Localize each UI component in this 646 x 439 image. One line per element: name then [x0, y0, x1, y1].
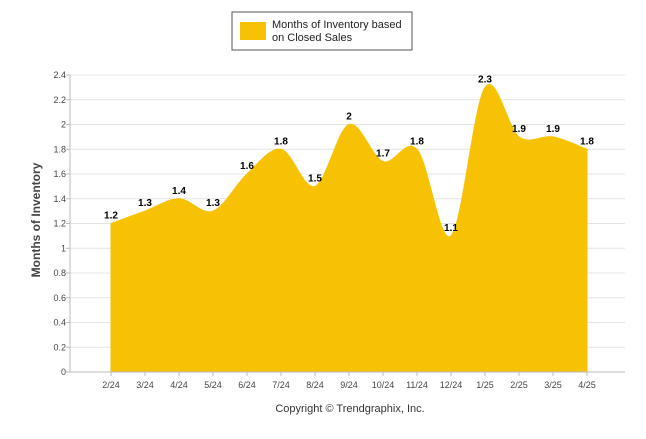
y-tick-label: 0.4: [53, 318, 66, 328]
data-label: 1.9: [512, 124, 526, 135]
x-tick-label: 1/25: [476, 380, 494, 390]
data-labels: 1.2 1.3 1.4 1.3 1.6 1.8 1.5 2 1.7 1.8 1.1 2.3 1.9 1.9…: [104, 74, 594, 234]
data-point[interactable]: [279, 147, 283, 151]
x-tick-label: 4/25: [578, 380, 596, 390]
y-tick-label: 2.4: [53, 70, 66, 80]
data-label: 1.3: [138, 198, 152, 209]
x-tick-label: 9/24: [340, 380, 358, 390]
data-point[interactable]: [245, 172, 249, 176]
data-point[interactable]: [347, 123, 351, 127]
data-label: 1.8: [410, 136, 424, 147]
copyright-text: Copyright © Trendgraphix, Inc.: [275, 403, 424, 415]
data-label: 1.4: [172, 186, 186, 197]
data-label: 1.7: [376, 149, 390, 160]
data-point[interactable]: [313, 184, 317, 188]
x-tick-label: 7/24: [272, 380, 290, 390]
x-tick-label: 12/24: [440, 380, 463, 390]
data-label: 1.8: [274, 136, 288, 147]
x-tick-label: 3/25: [544, 380, 562, 390]
y-axis-title: Months of Inventory: [29, 162, 43, 277]
data-point[interactable]: [551, 135, 555, 139]
axes: 0 0.2 0.4 0.6 0.8 1 1.2 1.4 1.6 1.8 2 2.2 2.4 2/24 3/2…: [53, 70, 625, 390]
legend-label-line1: Months of Inventory based: [272, 19, 402, 31]
data-point[interactable]: [449, 234, 453, 238]
x-tick-label: 2/24: [102, 380, 120, 390]
legend: Months of Inventory based on Closed Sale…: [231, 11, 413, 51]
data-label: 2.3: [478, 74, 492, 85]
data-label: 1.6: [240, 161, 254, 172]
x-tick-label: 5/24: [204, 380, 222, 390]
x-tick-label: 11/24: [406, 380, 428, 390]
data-label: 1.9: [546, 124, 560, 135]
data-label: 1.3: [206, 198, 220, 209]
y-tick-label: 1.8: [53, 144, 66, 154]
x-tick-label: 2/25: [510, 380, 528, 390]
y-tick-label: 1.2: [53, 219, 66, 229]
data-label: 1.5: [308, 173, 322, 184]
data-point[interactable]: [177, 197, 181, 201]
x-tick-label: 3/24: [136, 380, 154, 390]
y-tick-label: 0.6: [53, 293, 66, 303]
legend-label-line2: on Closed Sales: [272, 32, 353, 44]
y-tick-label: 1: [61, 243, 66, 253]
data-point[interactable]: [109, 222, 113, 226]
data-point[interactable]: [381, 160, 385, 164]
series-area: [110, 84, 588, 373]
y-tick-label: 2.2: [53, 95, 66, 105]
x-tick-label: 8/24: [306, 380, 324, 390]
data-label: 1.2: [104, 211, 118, 222]
y-tick-label: 2: [61, 120, 66, 130]
data-label: 1.1: [444, 223, 458, 234]
data-point[interactable]: [517, 135, 521, 139]
y-tick-label: 0.8: [53, 268, 66, 278]
y-tick-label: 0.2: [53, 342, 66, 352]
data-point[interactable]: [483, 85, 487, 89]
data-label: 1.8: [580, 136, 594, 147]
data-point[interactable]: [415, 147, 419, 151]
legend-swatch: [240, 22, 266, 40]
x-tick-label: 6/24: [238, 380, 256, 390]
y-tick-label: 1.6: [53, 169, 66, 179]
y-tick-label: 1.4: [53, 194, 66, 204]
plot-area: [109, 84, 589, 373]
data-point[interactable]: [585, 147, 589, 151]
y-tick-label: 0: [61, 367, 66, 377]
data-label: 2: [346, 112, 352, 123]
x-tick-label: 4/24: [170, 380, 188, 390]
data-point[interactable]: [211, 209, 215, 213]
x-tick-label: 10/24: [372, 380, 395, 390]
data-point[interactable]: [143, 209, 147, 213]
